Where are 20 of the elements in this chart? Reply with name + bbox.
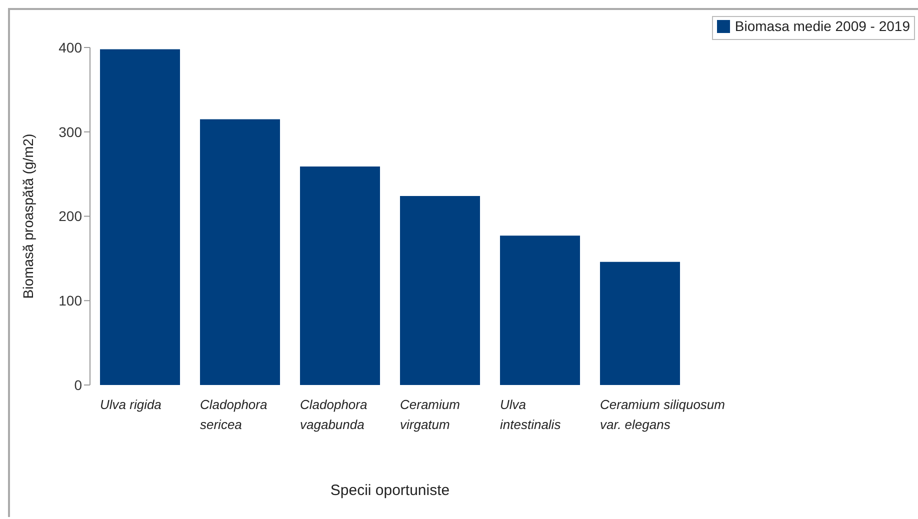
y-tick-label: 0 [74,376,82,393]
bar [100,49,180,385]
x-tick-label: Ulva rigida [100,397,162,412]
y-tick-label: 200 [58,208,82,224]
y-axis-title: Biomasă proaspătă (g/m2) [20,134,36,299]
x-tick-label: Cladophora vagabunda [300,397,368,432]
legend-label: Biomasa medie 2009 - 2019 [734,18,910,34]
bar [200,119,280,385]
y-tick-label: 100 [58,292,82,309]
bar [400,196,480,385]
x-tick-label: Cladophora sericea [200,397,268,432]
x-tick-label: Ulva intestinalis [500,397,562,432]
bar [600,262,680,385]
y-tick-label: 300 [58,124,82,140]
x-axis-title: Specii oportuniste [330,482,450,499]
y-tick-label: 400 [58,39,82,56]
x-tick-label: Ceramium virgatum [400,397,460,432]
bar [500,236,580,385]
x-tick-label: Ceramium siliquosum var. elegans [600,397,726,432]
bar [300,166,380,385]
